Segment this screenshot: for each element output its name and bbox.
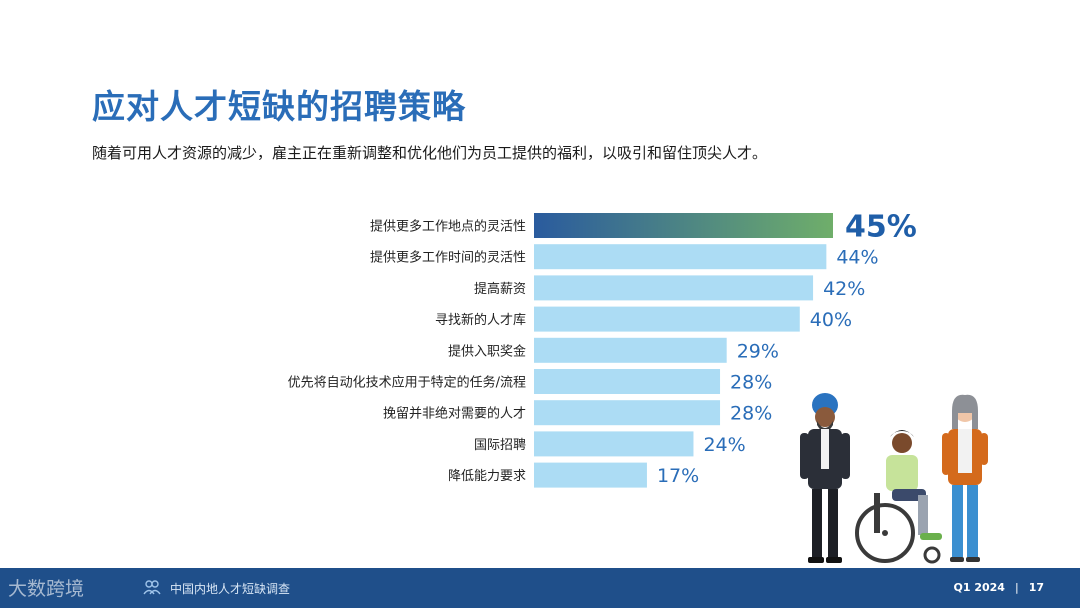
report-period: Q1 2024: [953, 581, 1005, 594]
standing-woman-figure: [942, 394, 988, 562]
bar-1: [534, 244, 827, 270]
bar-0: [534, 213, 833, 238]
standing-man-figure: [800, 393, 850, 563]
value-label: 29%: [737, 340, 779, 362]
report-name: 中国内地人才短缺调查: [170, 582, 291, 596]
category-label: 提供更多工作时间的灵活性: [370, 250, 526, 266]
category-label: 提高薪资: [474, 281, 526, 297]
page-number: 17: [1028, 581, 1044, 594]
page-subtitle: 随着可用人才资源的减少，雇主正在重新调整和优化他们为员工提供的福利，以吸引和留住…: [92, 144, 768, 162]
value-label: 24%: [703, 434, 745, 456]
value-label: 17%: [657, 465, 699, 487]
page-title: 应对人才短缺的招聘策略: [92, 87, 466, 126]
bar-7: [534, 431, 694, 457]
footer-meta: Q1 2024 | 17: [954, 581, 1044, 594]
brand-watermark: 大数跨境: [8, 578, 85, 600]
category-label: 降低能力要求: [448, 469, 526, 484]
people-illustration: [800, 393, 988, 564]
people-group-icon: [143, 580, 161, 595]
category-label: 提供入职奖金: [448, 343, 526, 359]
value-label: 42%: [823, 278, 865, 300]
value-label: 44%: [836, 247, 878, 269]
value-label: 45%: [845, 210, 917, 245]
bar-5: [534, 369, 721, 394]
bar-6: [534, 400, 721, 426]
category-label: 国际招聘: [474, 438, 526, 453]
wheelchair-figure: [855, 430, 942, 564]
bar-chart: 提供更多工作地点的灵活性 45% 提供更多工作时间的灵活性 44% 提高薪资 42% 寻找新…: [288, 210, 917, 488]
category-label: 提供更多工作地点的灵活性: [370, 219, 526, 235]
bar-2: [534, 275, 814, 301]
footer-separator: |: [1014, 581, 1019, 594]
footer-bar: 大数跨境 中国内地人才短缺调查 Q1 2024 | 17: [0, 568, 1080, 608]
bar-3: [534, 306, 800, 332]
category-label: 寻找新的人才库: [435, 312, 526, 328]
value-label: 40%: [810, 309, 852, 331]
category-label: 优先将自动化技术应用于特定的任务/流程: [288, 375, 526, 391]
value-label: 28%: [730, 403, 772, 425]
bar-4: [534, 337, 727, 363]
value-label: 28%: [730, 372, 772, 394]
bar-8: [534, 462, 647, 488]
category-label: 挽留并非绝对需要的人才: [383, 406, 526, 422]
